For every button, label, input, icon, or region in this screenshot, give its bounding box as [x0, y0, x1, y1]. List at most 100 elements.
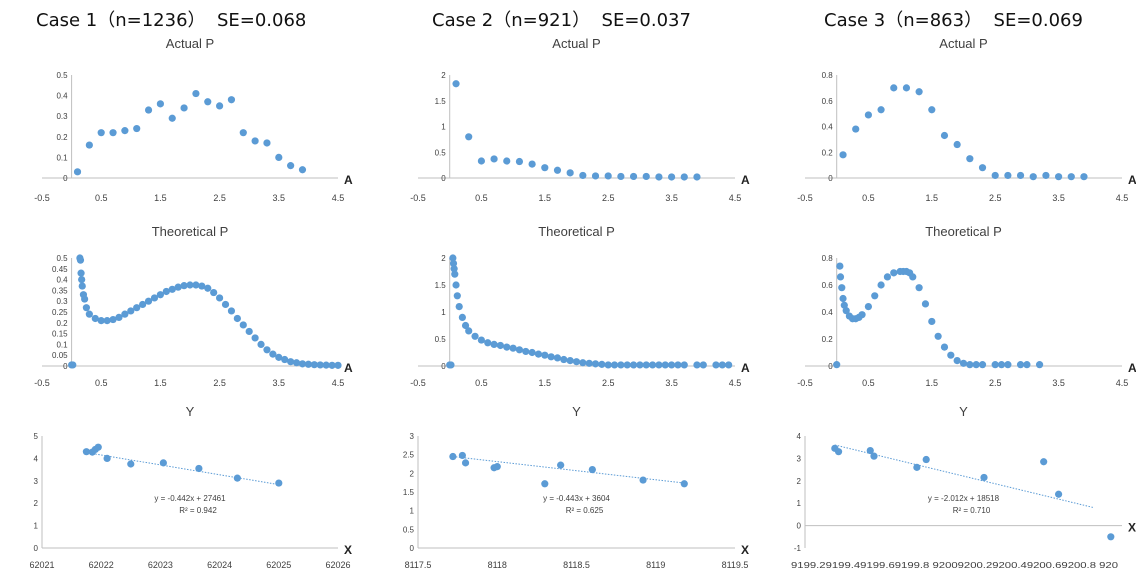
- c2-r3-ytick-label: 0.5: [403, 525, 415, 534]
- c1-r1-title: Actual P: [166, 36, 214, 51]
- c2-r2-title: Theoretical P: [538, 224, 615, 239]
- c2-r3-ytick-label: 2: [410, 469, 415, 478]
- c1-r2-data-point: [304, 360, 312, 368]
- c1-r3-trendline-r2: R² = 0.942: [179, 506, 217, 515]
- c2-r2-data-point: [718, 361, 726, 369]
- c1-r3-data-point: [275, 479, 283, 487]
- c2-r3-xtick-label: 8119.5: [722, 560, 749, 570]
- c2-r1-data-point: [579, 171, 587, 180]
- c1-r1-ytick-label: 0.5: [56, 71, 68, 80]
- c2-r2-data-point: [553, 354, 562, 362]
- c3-r1-xtick-label: 1.5: [926, 193, 939, 203]
- c3-r1-data-point: [877, 106, 885, 114]
- c3-r3-ytick-label: 0: [797, 522, 802, 531]
- c3-r2-data-point: [840, 301, 848, 309]
- c3-r2-xtick-label: 2.5: [989, 378, 1002, 388]
- c1-r2-data-point: [239, 321, 247, 329]
- c1-r2-data-point: [334, 361, 342, 369]
- c3-r2-xtick-label: 0.5: [862, 378, 875, 388]
- c2-r2-data-point: [680, 361, 688, 369]
- c1-r2-data-point: [150, 294, 159, 302]
- c3-r2-data-point: [864, 303, 873, 311]
- c1-r3-xtick-label: 62025: [266, 560, 291, 570]
- c1-r2-ytick-label: 0.1: [56, 340, 68, 349]
- case-2-title: Case 2（n=921） SE=0.037: [432, 10, 691, 31]
- c1-r3-data-point: [127, 460, 135, 468]
- c1-r3-data-point: [159, 459, 167, 467]
- c1-r2-data-point: [115, 313, 123, 321]
- c1-r3-data-point: [195, 464, 203, 473]
- c2-r2-data-point: [547, 353, 555, 361]
- c2-r2-data-point: [541, 351, 549, 359]
- c3-r1-title: Actual P: [939, 36, 987, 51]
- c1-r2-data-point: [192, 281, 200, 289]
- c2-r1-data-point: [553, 166, 562, 174]
- c1-r1-xtick-label: -0.5: [34, 193, 50, 203]
- c1-r1-data-point: [144, 106, 153, 114]
- c2-r1-data-point: [642, 172, 650, 181]
- c1-r2-xtick-label: 3.5: [273, 378, 286, 388]
- c2-r2-xtick-label: -0.5: [410, 378, 426, 388]
- c2-r1-ytick-label: 1: [441, 123, 446, 132]
- c2-r1-x-axis-title: A: [741, 173, 750, 187]
- c1-r2-data-point: [109, 315, 117, 324]
- c2-r2-data-point: [465, 327, 473, 335]
- c2-r3-xtick-label: 8118.5: [563, 560, 590, 570]
- c2-r2-data-point: [477, 336, 485, 344]
- c3-r1-x-axis-title: A: [1128, 173, 1136, 187]
- c2-r1-xtick-label: -0.5: [410, 193, 426, 203]
- c3-r3-trendline-r2: R² = 0.710: [953, 506, 991, 515]
- c2-r2-ytick-label: 2: [441, 254, 446, 263]
- c2-r2-data-point: [661, 361, 669, 369]
- c3-r1-data-point: [928, 106, 936, 114]
- c2-r3-xtick-label: 8118: [488, 560, 507, 570]
- c1-r3-ytick-label: 5: [34, 432, 39, 441]
- c1-r2-data-point: [91, 314, 99, 323]
- c3-r2-data-point: [921, 300, 930, 308]
- c1-r2-data-point: [275, 353, 283, 361]
- c2-r1-data-point: [617, 172, 625, 181]
- c3-r2-data-point: [836, 262, 844, 270]
- c1-r2-data-point: [245, 327, 253, 336]
- c3-r3-data-point: [913, 463, 921, 471]
- c2-r2-data-point: [655, 361, 663, 369]
- c2-r2-data-point: [509, 344, 517, 352]
- c2-r2-data-point: [699, 361, 707, 369]
- c1-r1-data-point: [227, 96, 236, 104]
- c2-r1-ytick-label: 0: [441, 174, 446, 183]
- c2-r1-data-point: [490, 155, 498, 163]
- c3-r2-title: Theoretical P: [925, 224, 1002, 239]
- c2-r2-data-point: [648, 361, 657, 369]
- c3-r3-data-point: [866, 446, 874, 455]
- c3-r3-title: Y: [959, 404, 968, 419]
- c3-r2-xtick-label: 4.5: [1116, 378, 1129, 388]
- c2-r2-data-point: [712, 361, 720, 369]
- c1-r3-ytick-label: 0: [34, 544, 39, 553]
- c1-r2-data-point: [310, 361, 318, 369]
- c2-r3-data-point: [588, 466, 596, 474]
- c2-r2-data-point: [629, 361, 638, 369]
- c3-r2-data-point: [833, 361, 841, 369]
- c3-r2-ytick-label: 0: [828, 362, 833, 371]
- c3-r1-data-point: [991, 171, 999, 180]
- c1-r2-data-point: [162, 287, 170, 296]
- c3-r1-ytick-label: 0: [828, 174, 833, 183]
- c2-r3-ytick-label: 3: [410, 432, 415, 441]
- c3-r1-xtick-label: 4.5: [1116, 193, 1129, 203]
- c1-r1-data-point: [192, 89, 200, 98]
- c2-r2-data-point: [572, 358, 581, 366]
- c1-r2-ytick-label: 0.45: [52, 265, 68, 274]
- c2-r1-data-point: [680, 173, 688, 181]
- c1-r1-data-point: [180, 104, 188, 112]
- c3-r2-data-point: [959, 359, 968, 367]
- c1-r2-data-point: [269, 350, 277, 358]
- c3-r2-data-point: [966, 361, 974, 369]
- c2-r2-data-point: [515, 346, 524, 354]
- c2-r2-data-point: [610, 361, 619, 369]
- c3-r1-xtick-label: -0.5: [797, 193, 813, 203]
- c3-r3-trendline-equation: y = -2.012x + 18518: [928, 494, 1000, 503]
- c2-r1-xtick-label: 0.5: [475, 193, 488, 203]
- c3-r2-data-point: [997, 361, 1006, 369]
- c1-r1-data-point: [133, 124, 141, 133]
